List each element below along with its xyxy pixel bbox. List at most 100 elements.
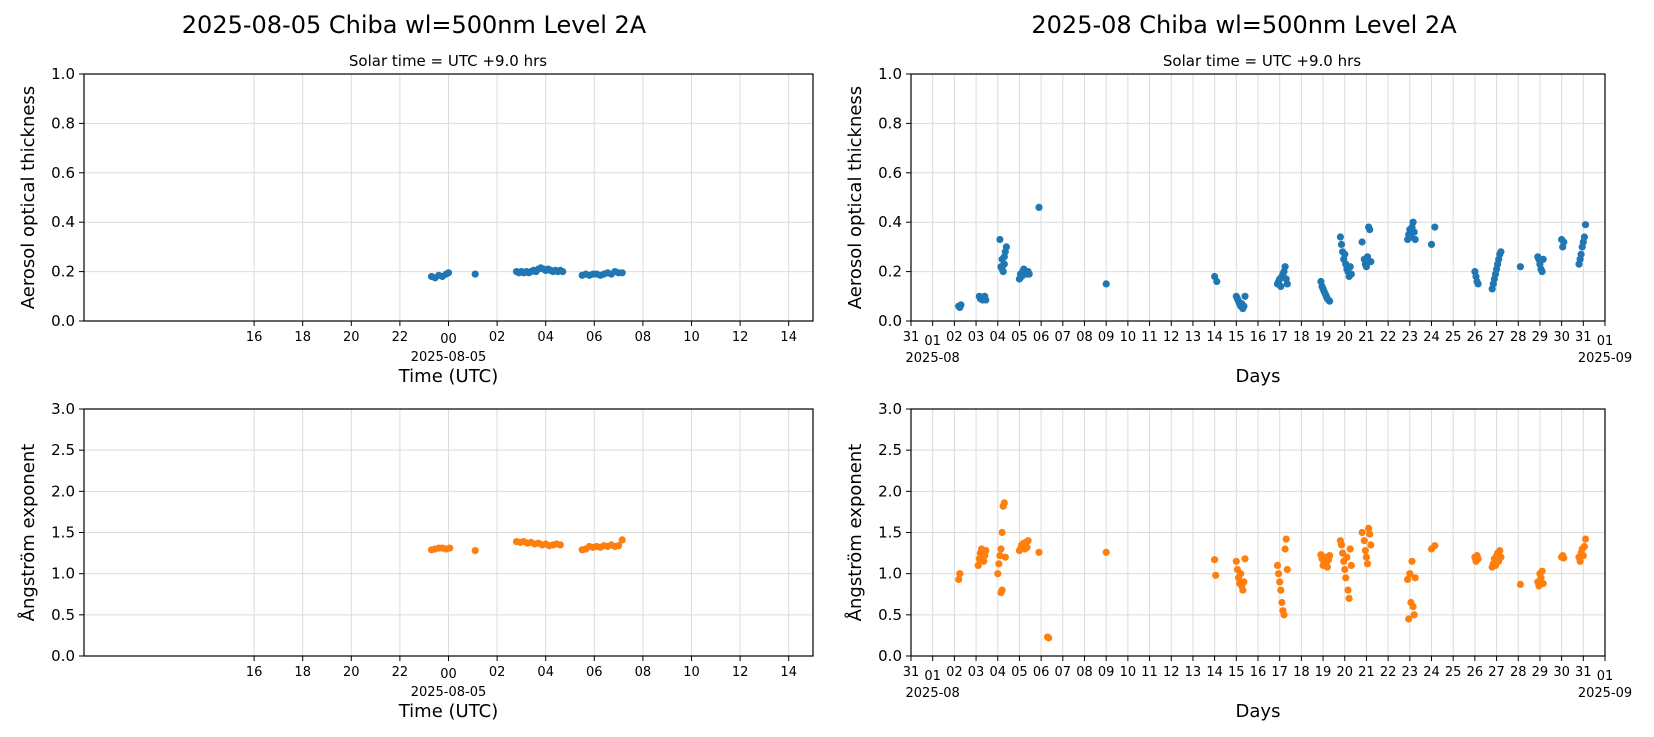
x-tick-label: 01 [924,669,941,684]
x-date-label: 2025-08-05 [411,685,487,700]
x-tick-label: 30 [1553,330,1570,345]
data-point [1366,530,1374,538]
data-point [1232,557,1240,565]
data-point [1516,580,1524,589]
data-point [1277,282,1285,290]
data-point [1576,557,1584,565]
x-tick-label: 20 [1336,665,1353,680]
data-point [1277,586,1285,594]
x-tick-label: 02 [489,330,506,345]
x-tick-label: 09 [1098,330,1115,345]
x-tick-label: 04 [537,330,554,345]
x-tick-label: 06 [1033,665,1050,680]
x-tick-label: 22 [392,665,409,680]
data-point [980,557,988,565]
data-point [1035,203,1043,211]
data-point [1337,541,1346,549]
x-tick-label: 18 [294,330,311,345]
x-tick-label: 02 [946,665,963,680]
data-point [1431,223,1439,231]
x-tick-label: 31 [903,665,920,680]
x-tick-label: 05 [1011,330,1028,345]
x-tick-label: 21 [1358,330,1375,345]
x-tick-label: 17 [1271,330,1288,345]
data-point [1273,561,1282,570]
data-point [1023,543,1031,551]
data-point [1241,555,1249,563]
data-point [1474,280,1482,288]
data-point [1580,542,1588,551]
x-axis-label: Time (UTC) [398,701,499,722]
data-point [1410,611,1418,619]
data-point [1239,586,1247,594]
x-tick-label: 04 [989,665,1006,680]
data-point [1538,567,1546,575]
data-point [1361,547,1369,555]
x-tick-label: 25 [1445,330,1462,345]
data-point [1404,575,1412,584]
x-tick-label: 17 [1271,665,1288,680]
x-tick-label: 19 [1315,665,1332,680]
left-figure-title: 2025-08-05 Chiba wl=500nm Level 2A [182,11,647,39]
data-point [1539,579,1547,588]
data-point [997,545,1005,553]
data-point [618,536,626,544]
x-tick-label: 09 [1098,665,1115,680]
y-tick-label: 3.0 [878,400,902,418]
data-point [1560,238,1568,246]
x-tick-label: 01 [924,334,941,349]
data-point [1281,545,1289,553]
y-tick-label: 2.0 [51,482,75,500]
data-point [1362,263,1370,271]
x-date-label-start: 2025-08 [906,351,960,366]
data-point [955,575,963,584]
x-tick-label: 10 [683,330,700,345]
plot-frame [83,73,814,322]
x-tick-label: 23 [1402,665,1419,680]
data-point [1035,548,1043,556]
plot-frame [910,408,1606,657]
data-point [1577,250,1585,258]
data-point [1358,238,1366,246]
x-date-label-start: 2025-08 [906,686,960,701]
x-tick-label: 18 [1293,665,1310,680]
data-point [1240,302,1248,310]
x-tick-label: 23 [1402,330,1419,345]
y-tick-label: 0.0 [51,647,75,665]
y-tick-label: 1.5 [51,524,75,542]
y-tick-label: 1.0 [51,65,75,83]
y-tick-label: 0.8 [51,114,75,132]
y-tick-label: 2.5 [878,441,902,459]
x-tick-label: 04 [537,665,554,680]
x-tick-label: 13 [1185,665,1202,680]
data-point [1497,248,1505,256]
x-tick-label: 16 [246,665,263,680]
x-tick-label: 00 [440,667,457,682]
data-point [471,547,479,555]
data-point [1241,292,1249,300]
x-tick-label: 29 [1532,330,1549,345]
data-point [444,269,453,277]
daily-aot-panel: 16 18 20 22 00 02 04 06 08 10 12 14 2025-08-05 0.0 0.2… [18,65,814,387]
x-tick-label: 02 [946,330,963,345]
data-point [994,570,1002,578]
data-point [559,268,567,276]
data-point [1360,537,1368,545]
data-point [1323,563,1331,571]
x-tick-label: 03 [968,330,985,345]
y-tick-label: 2.5 [51,441,75,459]
x-tick-label: 18 [1293,330,1310,345]
data-point [995,560,1003,568]
x-tick-label: 26 [1467,330,1484,345]
x-tick-label: 06 [586,330,603,345]
data-point [1580,233,1588,241]
x-tick-label: 14 [1206,330,1223,345]
x-tick-label: 22 [392,330,409,345]
data-point [956,570,964,578]
data-point [1280,611,1288,619]
data-point [1406,570,1414,578]
data-point [1362,553,1370,561]
data-point [1024,537,1032,545]
data-point [615,542,623,550]
x-tick-label: 27 [1488,665,1505,680]
